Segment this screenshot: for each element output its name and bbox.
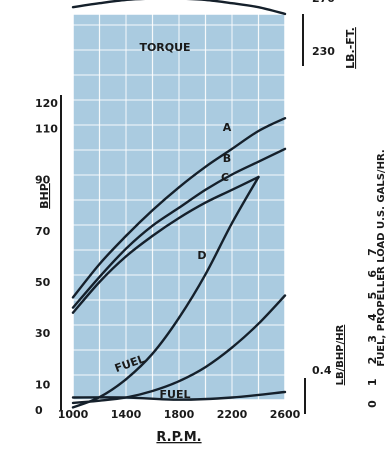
label-curve-c: C: [221, 171, 229, 184]
sfc-tick-label: 0.4: [312, 364, 332, 377]
fuel-flow-axis-title: FUEL, PROPELLER LOAD U.S. GALS/HR.: [376, 149, 387, 366]
label-fuel-sfc: FUEL: [160, 388, 191, 401]
bhp-tick-label: 90: [35, 174, 51, 187]
bhp-tick-label: 110: [35, 122, 58, 135]
label-curve-b: B: [223, 152, 231, 165]
fuel-flow-tick-label: 3: [366, 335, 379, 343]
bhp-tick-label: 10: [35, 378, 51, 391]
fuel-flow-tick-label: 1: [366, 378, 379, 386]
curve-b-bhp: [71, 147, 287, 309]
label-curve-d: D: [197, 249, 206, 262]
x-axis-title: R.P.M.: [156, 430, 201, 445]
curve-c-bhp: [71, 175, 260, 314]
sfc-axis-title: LB/BHP/HR: [335, 324, 346, 385]
curves: [71, 0, 287, 409]
fuel-flow-tick-label: 6: [366, 270, 379, 278]
fuel-flow-tick-label: 4: [366, 313, 379, 321]
x-tick-label: 2200: [217, 408, 248, 421]
curve-a-bhp: [71, 117, 287, 299]
x-tick-label: 2600: [270, 408, 301, 421]
fuel-flow-tick-label: 7: [366, 248, 379, 256]
fuel-flow-tick-label: 2: [366, 357, 379, 365]
x-tick-label: 1000: [58, 408, 89, 421]
curve-d-bhp: [71, 175, 260, 409]
tick-labels: 1000140018002200260001030507090110120270…: [35, 0, 379, 421]
fuel-flow-tick-label: 0: [366, 400, 379, 408]
curve-fuel-fuel-flow: [71, 294, 287, 405]
curve-fuel-sfc: [71, 390, 287, 401]
fuel-flow-tick-label: 5: [366, 292, 379, 300]
axes: [60, 14, 306, 414]
torque-tick-label: 230: [312, 45, 335, 58]
torque-tick-label: 270: [312, 0, 335, 5]
grid: [72, 13, 286, 401]
label-curve-a: A: [223, 121, 232, 134]
bhp-tick-label: 30: [35, 327, 51, 340]
bhp-tick-label: 120: [35, 97, 58, 110]
bhp-axis-title: BHP: [38, 183, 51, 209]
bhp-tick-label: 0: [35, 404, 43, 417]
curve-torque-torque: [71, 0, 287, 16]
bhp-tick-label: 70: [35, 225, 51, 238]
x-tick-label: 1400: [111, 408, 142, 421]
bhp-tick-label: 50: [35, 276, 51, 289]
x-tick-label: 1800: [164, 408, 195, 421]
torque-axis-title: LB.-FT.: [344, 27, 357, 69]
axis-titles: R.P.M. BHP LB.-FT. LB/BHP/HR FUEL, PROPELLER…: [38, 27, 387, 445]
label-torque: TORQUE: [139, 41, 190, 54]
